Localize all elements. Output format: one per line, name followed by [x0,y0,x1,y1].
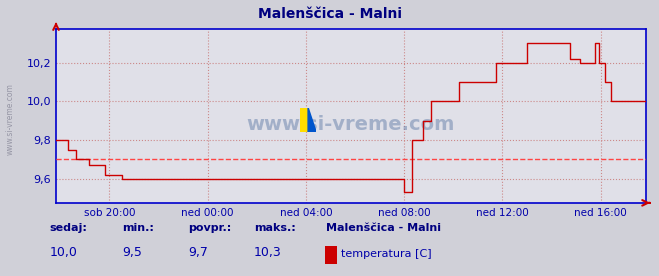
Text: temperatura [C]: temperatura [C] [341,250,432,259]
Text: www.si-vreme.com: www.si-vreme.com [246,115,455,134]
Text: sedaj:: sedaj: [49,223,87,233]
Text: 10,0: 10,0 [49,246,77,259]
Polygon shape [300,108,308,132]
Text: Malenščica - Malni: Malenščica - Malni [258,7,401,21]
Text: Malenščica - Malni: Malenščica - Malni [326,223,442,233]
Text: min.:: min.: [122,223,154,233]
Text: 9,5: 9,5 [122,246,142,259]
Text: www.si-vreme.com: www.si-vreme.com [5,83,14,155]
Text: 10,3: 10,3 [254,246,281,259]
Text: povpr.:: povpr.: [188,223,231,233]
Text: maks.:: maks.: [254,223,295,233]
Text: 9,7: 9,7 [188,246,208,259]
Polygon shape [308,108,316,132]
